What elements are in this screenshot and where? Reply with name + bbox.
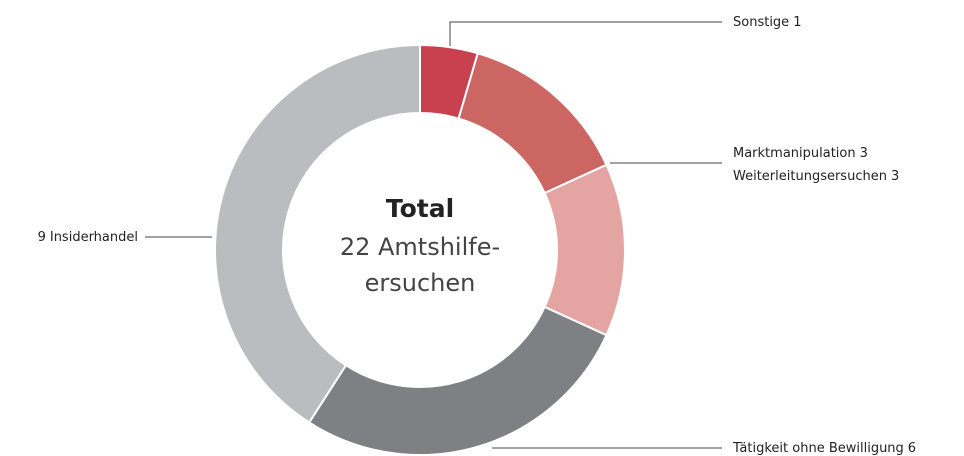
leader-line xyxy=(449,21,722,46)
segment-value: 6 xyxy=(908,441,916,456)
segment-name: Marktmanipulation xyxy=(733,146,856,161)
donut-segment xyxy=(457,52,608,195)
center-text: 22 Amtshilfe- xyxy=(340,233,500,261)
segment-label: Tätigkeit ohne Bewilligung 6 xyxy=(732,441,916,456)
segment-name: Insiderhandel xyxy=(50,230,138,245)
donut-segment xyxy=(214,43,421,424)
segment-value: 3 xyxy=(860,146,868,161)
center-title: Total xyxy=(386,194,454,223)
segment-label: Sonstige 1 xyxy=(733,15,801,30)
segment-label: 9 Insiderhandel xyxy=(38,230,138,245)
center-text: ersuchen xyxy=(365,269,476,297)
donut-segment xyxy=(543,163,626,337)
segment-value: 1 xyxy=(793,15,801,30)
segment-label: Marktmanipulation 3 xyxy=(733,146,868,161)
segment-value: 3 xyxy=(891,169,899,184)
segment-label: Weiterleitungsersuchen 3 xyxy=(733,169,899,184)
segment-value: 9 xyxy=(38,230,46,245)
segment-name: Tätigkeit ohne Bewilligung xyxy=(732,441,904,456)
segment-name: Weiterleitungsersuchen xyxy=(733,169,887,184)
donut-segment xyxy=(307,305,608,456)
segment-name: Sonstige xyxy=(733,15,789,30)
